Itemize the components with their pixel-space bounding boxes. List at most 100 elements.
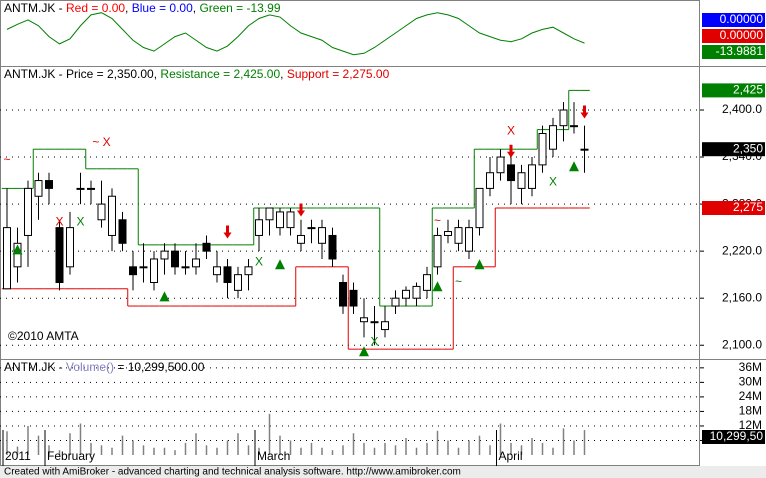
- x-tick-label: April: [499, 449, 523, 463]
- candle-body: [465, 227, 473, 252]
- candle-body: [370, 321, 379, 324]
- title-part: Blue = 0.00: [132, 1, 193, 15]
- candle-body: [286, 211, 295, 229]
- value-box-label: 0.00000: [720, 12, 764, 26]
- candle-body: [24, 187, 32, 236]
- y-tick-label: 36M: [739, 360, 762, 374]
- candle-body: [549, 125, 557, 150]
- y-tick-label: 2,160.0: [722, 290, 762, 304]
- candle-body: [538, 133, 547, 166]
- value-box-label: 0.00000: [720, 28, 764, 42]
- candle-body: [580, 148, 589, 151]
- pane-title: ANTM.JK - Volume() = 10,299,500.00: [4, 360, 205, 374]
- candle-body: [318, 227, 326, 244]
- candle-body: [223, 266, 232, 284]
- value-box: [702, 13, 765, 27]
- value-box: [702, 142, 765, 157]
- y-tick-label: 18M: [739, 404, 762, 418]
- candle-body: [307, 227, 316, 230]
- candle-body: [66, 227, 74, 268]
- candle-body: [276, 211, 284, 229]
- candle-body: [339, 282, 347, 307]
- pane-title: ANTM.JK - Red = 0.00, Blue = 0.00, Green…: [4, 1, 281, 15]
- candle-body: [55, 227, 64, 284]
- y-tick-label: 12M: [739, 418, 762, 432]
- value-box-label: 2,350: [733, 141, 763, 155]
- candle-body: [255, 219, 263, 236]
- signal-arrow: [275, 259, 285, 270]
- value-box: [702, 430, 765, 444]
- pane-title: ANTM.JK - Price = 2,350.00, Resistance =…: [4, 67, 390, 81]
- candle-body: [528, 164, 536, 189]
- candle-body: [34, 180, 43, 197]
- signal-arrow: [507, 144, 515, 158]
- candle-body: [150, 258, 158, 284]
- candle-body: [76, 187, 85, 190]
- candle-body: [496, 156, 505, 174]
- candle-body: [433, 234, 442, 268]
- value-box-label: 10,299,50: [710, 429, 764, 443]
- value-box: [702, 201, 765, 216]
- signal-label: ~: [434, 214, 441, 228]
- value-box: [702, 83, 765, 98]
- footer: Created with AmiBroker - advanced charti…: [4, 467, 461, 478]
- candle-body: [265, 207, 274, 221]
- signal-arrow: [569, 161, 579, 172]
- value-box-label: 2,275: [733, 200, 763, 214]
- x-tick-label: February: [47, 449, 95, 463]
- candle-body: [517, 172, 526, 189]
- candle-body: [45, 180, 53, 189]
- title-part: Green = -13.99: [199, 1, 280, 15]
- candle-body: [402, 289, 410, 299]
- y-tick-label: 2,400.0: [722, 102, 762, 116]
- signal-arrow: [432, 281, 443, 292]
- title-part: Support = 2,275.00: [287, 67, 390, 81]
- candle-body: [454, 227, 463, 244]
- candle-body: [108, 195, 116, 236]
- candle-body: [202, 242, 211, 252]
- y-tick-label: 2,220.0: [722, 243, 762, 257]
- candle-body: [192, 258, 200, 268]
- candle-body: [118, 219, 127, 244]
- copyright: ©2010 AMTA: [8, 329, 79, 343]
- signal-arrow: [580, 105, 589, 119]
- signal-label: X: [76, 214, 84, 228]
- candle-body: [559, 109, 568, 127]
- candle-body: [87, 187, 95, 190]
- candle-body: [570, 125, 578, 128]
- candle-body: [349, 289, 358, 307]
- candle-body: [213, 266, 221, 276]
- value-box: [702, 29, 765, 43]
- candle-body: [381, 321, 389, 331]
- title-part: = 10,299,500.00: [114, 360, 205, 374]
- title-part: ,: [280, 67, 287, 81]
- candle-body: [297, 234, 305, 244]
- signal-label: ~: [3, 152, 10, 166]
- title-part: Red = 0.00: [66, 1, 125, 15]
- signal-arrow: [474, 259, 485, 270]
- candle-body: [328, 234, 337, 260]
- signal-arrow: [359, 346, 369, 357]
- signal-arrow: [159, 291, 170, 302]
- candle-body: [139, 266, 148, 269]
- title-part: Resistance = 2,425.00: [160, 67, 280, 81]
- candle-body: [423, 274, 431, 291]
- candle-body: [391, 297, 400, 307]
- value-box: [702, 45, 765, 59]
- title-part: ANTM.JK -: [4, 360, 66, 374]
- candle-body: [360, 317, 368, 323]
- footer-band: [0, 466, 766, 478]
- y-tick-label: 24M: [739, 389, 762, 403]
- candle-body: [13, 242, 22, 268]
- candle-body: [507, 164, 515, 182]
- candle-body: [181, 266, 190, 269]
- x-tick-label: 2011: [5, 449, 31, 463]
- signal-arrow: [12, 244, 23, 255]
- signal-label: X: [549, 174, 557, 188]
- candle-body: [97, 203, 106, 221]
- signal-label: X: [255, 254, 263, 268]
- value-box-label: 2,425: [733, 83, 763, 97]
- signal-label: X: [55, 214, 63, 228]
- candle-body: [129, 266, 137, 276]
